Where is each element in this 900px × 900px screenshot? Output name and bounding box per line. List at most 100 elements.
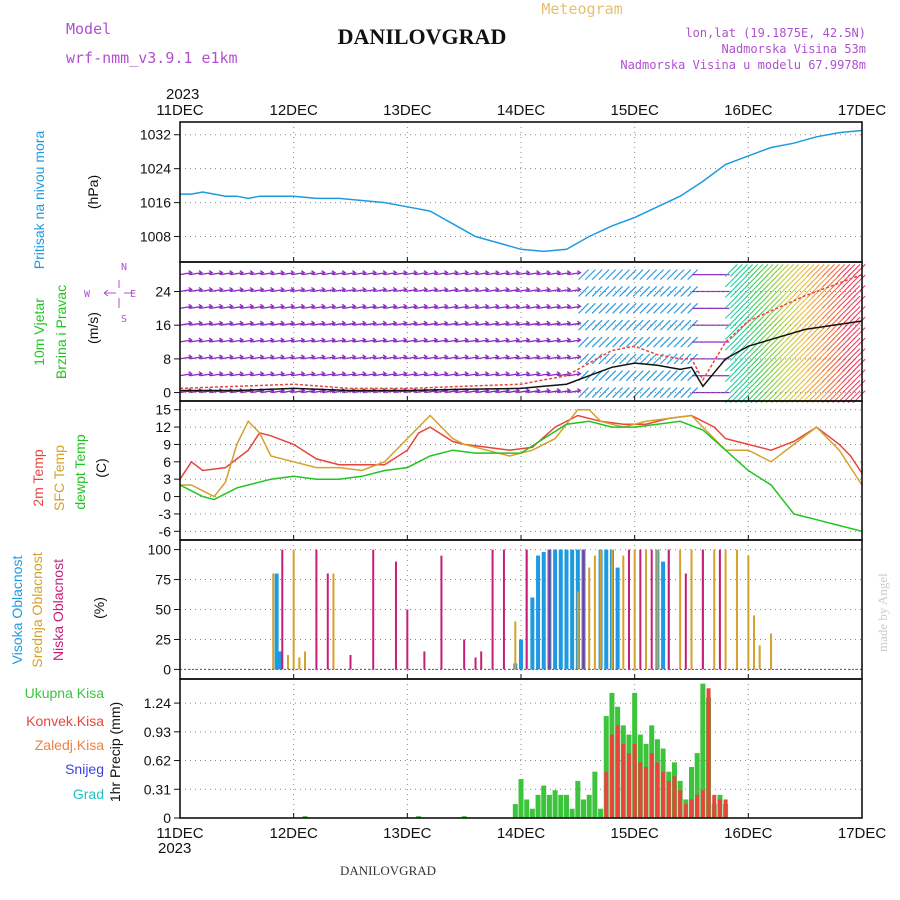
x-tick-label: 11DEC bbox=[156, 825, 203, 842]
bar bbox=[461, 816, 467, 818]
wind-barb bbox=[302, 270, 316, 276]
wind-barb bbox=[547, 371, 562, 377]
bar bbox=[552, 790, 558, 818]
wind-barb bbox=[760, 358, 774, 372]
wind-barb bbox=[486, 320, 500, 326]
model-label: Model bbox=[66, 20, 111, 38]
wind-barb bbox=[292, 371, 306, 377]
wind-barb bbox=[210, 354, 224, 360]
wind-barb bbox=[281, 354, 296, 360]
wind-barb bbox=[394, 320, 408, 326]
wind-barb bbox=[659, 269, 671, 281]
wind-barb bbox=[200, 320, 214, 326]
wind-barb bbox=[598, 353, 610, 365]
wind-barb bbox=[466, 371, 480, 377]
wind-barb bbox=[384, 303, 398, 309]
wind-barb bbox=[240, 337, 255, 343]
wind-ylabel-1: 10m Vjetar bbox=[31, 298, 47, 366]
year-top: 2023 bbox=[166, 86, 199, 103]
wind-barb bbox=[730, 358, 743, 372]
wind-barbs-field bbox=[179, 264, 866, 404]
wind-barb bbox=[302, 337, 316, 343]
wind-barb bbox=[724, 285, 738, 298]
wind-barb bbox=[591, 269, 603, 281]
wind-barb bbox=[801, 316, 815, 330]
x-tick-label: 12DEC bbox=[269, 102, 318, 119]
wind-barb bbox=[384, 371, 398, 377]
wind-barb bbox=[801, 295, 815, 309]
wind-barb bbox=[765, 369, 779, 383]
wind-barb bbox=[724, 295, 738, 309]
wind-barb bbox=[230, 286, 245, 293]
wind-barb bbox=[527, 354, 541, 360]
wind-barb bbox=[832, 337, 846, 351]
bar bbox=[558, 549, 563, 670]
wind-barb bbox=[666, 269, 678, 281]
wind-barb bbox=[646, 336, 658, 348]
wind-barb bbox=[811, 306, 825, 319]
wind-barb bbox=[730, 369, 743, 383]
wind-barb bbox=[735, 348, 748, 362]
wind-barb bbox=[414, 337, 429, 343]
wind-barb bbox=[801, 379, 815, 393]
wind-barb bbox=[373, 354, 388, 360]
bar bbox=[661, 771, 666, 818]
wind-barb bbox=[770, 264, 784, 277]
wind-barb bbox=[750, 295, 764, 309]
wind-barb bbox=[445, 286, 459, 293]
wind-barb bbox=[852, 316, 866, 330]
wind-barb bbox=[486, 354, 500, 360]
bar bbox=[638, 762, 643, 818]
wind-barb bbox=[832, 327, 846, 340]
panel-pressure: 1008 1016 1024 1032 bbox=[140, 121, 863, 263]
wind-barb bbox=[619, 336, 630, 348]
wind-barb bbox=[724, 327, 738, 340]
bar bbox=[615, 567, 620, 670]
wind-barb bbox=[496, 286, 510, 293]
year-bottom: 2023 bbox=[158, 840, 191, 857]
bar bbox=[570, 549, 575, 670]
wind-barb bbox=[425, 320, 439, 326]
wind-ylabel-2: Brzina i Pravac bbox=[53, 285, 69, 379]
wind-barb bbox=[189, 286, 204, 293]
wind-barb bbox=[404, 320, 418, 326]
wind-barb bbox=[776, 379, 789, 393]
wind-barb bbox=[312, 371, 326, 377]
wind-barb bbox=[842, 327, 856, 340]
precip-ylabel: 1hr Precip (mm) bbox=[107, 702, 123, 802]
wind-barb bbox=[816, 306, 830, 319]
wind-barb bbox=[517, 337, 531, 343]
wind-barb bbox=[781, 295, 794, 309]
wind-barb bbox=[496, 354, 510, 360]
wind-barb bbox=[251, 303, 265, 309]
wind-barb bbox=[791, 358, 805, 372]
wind-barb bbox=[302, 303, 316, 309]
wind-barb bbox=[619, 302, 630, 314]
wind-barb bbox=[852, 348, 866, 362]
wind-barb bbox=[755, 274, 769, 288]
wind-barb bbox=[455, 270, 470, 276]
wind-barb bbox=[852, 264, 866, 277]
wind-barb bbox=[537, 270, 551, 276]
wind-barb bbox=[781, 348, 794, 362]
wind-barb bbox=[847, 274, 861, 288]
wind-barb bbox=[322, 286, 337, 293]
wind-barb bbox=[210, 337, 224, 343]
wind-barb bbox=[847, 295, 861, 309]
wind-barb bbox=[612, 387, 624, 399]
wind-barb bbox=[220, 354, 234, 360]
wind-barb bbox=[625, 336, 637, 348]
wind-barb bbox=[466, 286, 480, 293]
wind-barb bbox=[591, 336, 603, 348]
wind-barb bbox=[806, 295, 820, 309]
bar bbox=[592, 771, 598, 818]
wind-barb bbox=[750, 348, 764, 362]
wind-barb bbox=[210, 303, 224, 309]
y-tick-label: 0.31 bbox=[144, 781, 171, 797]
x-tick-label: 11DEC bbox=[156, 102, 203, 119]
wind-barb bbox=[373, 270, 388, 276]
wind-barb bbox=[806, 316, 820, 330]
wind-barb bbox=[322, 337, 337, 343]
y-tick-label: 25 bbox=[155, 631, 171, 647]
bar bbox=[553, 549, 558, 670]
